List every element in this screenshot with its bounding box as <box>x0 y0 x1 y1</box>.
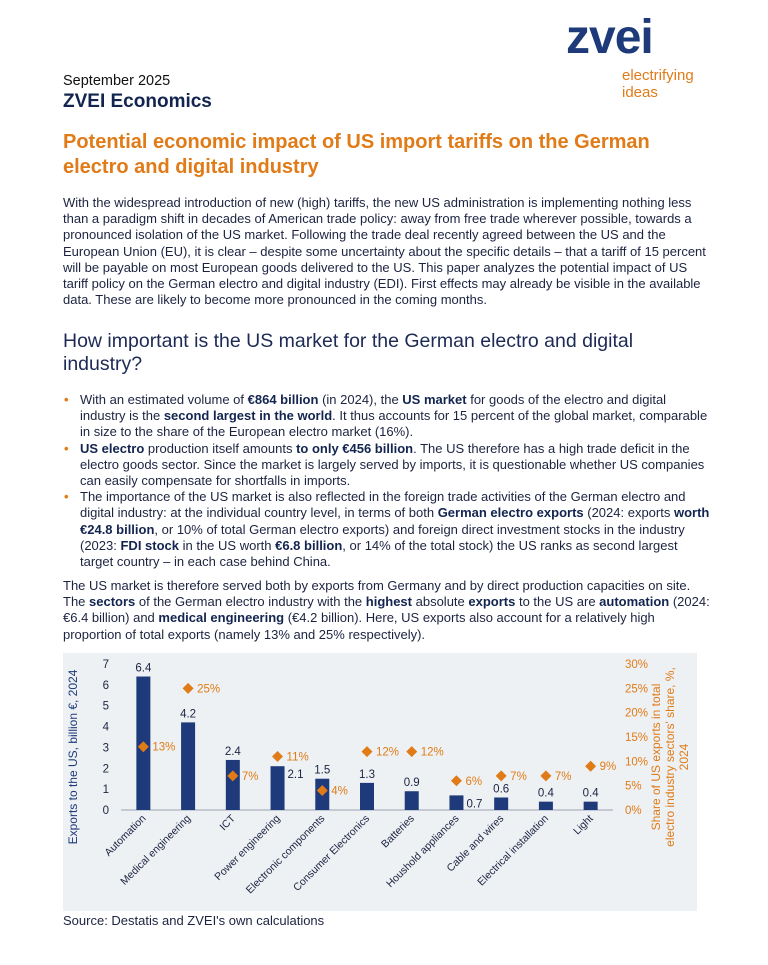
share-value-label: 11% <box>287 751 309 763</box>
y2-tick-label: 30% <box>625 659 648 671</box>
share-point <box>227 770 239 782</box>
zvei-logo-wordmark: zvei <box>566 11 654 64</box>
share-value-label: 7% <box>555 771 572 783</box>
bullet-us-production: US electro production itself amounts to … <box>63 441 713 490</box>
share-point <box>361 746 373 758</box>
y2-tick-label: 5% <box>625 781 642 793</box>
exports-chart: 0 1 2 3 4 5 6 7 0% 5% 10% 15% 20% 25% 30% 6.4 13% Automat… <box>63 653 697 911</box>
summary-paragraph: The US market is therefore served both b… <box>63 578 710 642</box>
bar-value-label: 0.4 <box>583 788 600 800</box>
share-value-label: 4% <box>331 786 348 798</box>
share-point <box>540 770 552 782</box>
share-value-label: 12% <box>376 747 399 759</box>
bar-value-label: 0.6 <box>493 783 509 795</box>
category-label: Consumer Electronics <box>291 813 372 894</box>
exports-chart-svg: 0 1 2 3 4 5 6 7 0% 5% 10% 15% 20% 25% 30% 6.4 13% Automat… <box>66 659 691 897</box>
bar-value-label: 0.9 <box>404 777 420 789</box>
share-point <box>406 746 418 758</box>
bar-value-label: 2.1 <box>288 769 304 781</box>
section-heading: How important is the US market for the G… <box>63 330 634 375</box>
y2-axis-title-line: 2024 <box>677 743 691 770</box>
bar <box>538 801 553 810</box>
y2-tick-label: 10% <box>625 756 648 768</box>
bar-value-label: 4.2 <box>180 708 196 720</box>
share-value-label: 6% <box>465 776 482 788</box>
intro-paragraph: With the widespread introduction of new … <box>63 195 706 308</box>
y-tick-label: 4 <box>103 722 110 734</box>
share-point <box>182 682 194 694</box>
y-tick-label: 2 <box>103 763 109 775</box>
bar-value-label: 6.4 <box>135 663 152 675</box>
category-label: Batteries <box>379 813 417 851</box>
share-point <box>272 750 284 762</box>
bullet-us-market-volume: With an estimated volume of €864 billion… <box>63 392 713 441</box>
logo-tagline-line-2: ideas <box>622 84 658 101</box>
bar-value-label: 0.4 <box>538 788 555 800</box>
y-tick-label: 0 <box>103 805 109 817</box>
bar <box>270 766 285 810</box>
category-label: Automation <box>102 813 148 859</box>
share-point <box>316 785 328 797</box>
bar-value-label: 0.7 <box>466 798 482 810</box>
category-label: ICT <box>217 812 238 833</box>
share-point <box>450 775 462 787</box>
share-value-label: 12% <box>421 747 444 759</box>
y-tick-label: 1 <box>103 784 109 796</box>
bar <box>404 791 419 810</box>
chart-source-note: Source: Destatis and ZVEI's own calculat… <box>63 913 325 928</box>
bullet-foreign-trade: The importance of the US market is also … <box>63 489 713 570</box>
bar <box>583 801 598 810</box>
y-axis-title: Exports to the US, billion €, 2024 <box>66 669 80 844</box>
document-title: Potential economic impact of US import t… <box>63 131 650 178</box>
zvei-logo-tagline: electrifying ideas <box>622 67 694 101</box>
y2-tick-label: 0% <box>625 805 642 817</box>
share-point <box>585 760 597 772</box>
share-value-label: 25% <box>197 683 220 695</box>
y2-tick-label: 15% <box>625 732 648 744</box>
y-tick-label: 7 <box>103 659 109 671</box>
share-point <box>495 770 507 782</box>
bar <box>225 759 240 810</box>
logo-tagline-line-1: electrifying <box>622 67 694 84</box>
share-point <box>137 741 149 753</box>
share-value-label: 13% <box>152 742 175 754</box>
key-facts-list: With an estimated volume of €864 billion… <box>63 392 713 570</box>
y2-axis-title-line: Share of US exports in total <box>649 684 663 831</box>
bar <box>449 795 464 810</box>
share-value-label: 7% <box>510 771 527 783</box>
publication-series: ZVEI Economics <box>63 91 212 112</box>
bar-value-label: 1.5 <box>314 765 330 777</box>
bar-value-label: 1.3 <box>359 769 375 781</box>
y2-tick-label: 25% <box>625 683 648 695</box>
y-tick-label: 5 <box>103 701 109 713</box>
category-label: Light <box>571 813 596 838</box>
share-value-label: 7% <box>242 771 259 783</box>
y2-axis-title-line: electro industry sectors' share, %, <box>663 667 677 847</box>
bar <box>181 722 196 810</box>
y2-tick-label: 20% <box>625 708 648 720</box>
category-label: Electronic components <box>244 813 328 897</box>
y-tick-label: 6 <box>103 680 109 692</box>
bar <box>494 797 509 810</box>
bar <box>360 782 374 810</box>
y-tick-label: 3 <box>103 742 109 754</box>
publication-date: September 2025 <box>63 73 171 89</box>
share-value-label: 9% <box>600 761 617 773</box>
bar-value-label: 2.4 <box>225 746 242 758</box>
